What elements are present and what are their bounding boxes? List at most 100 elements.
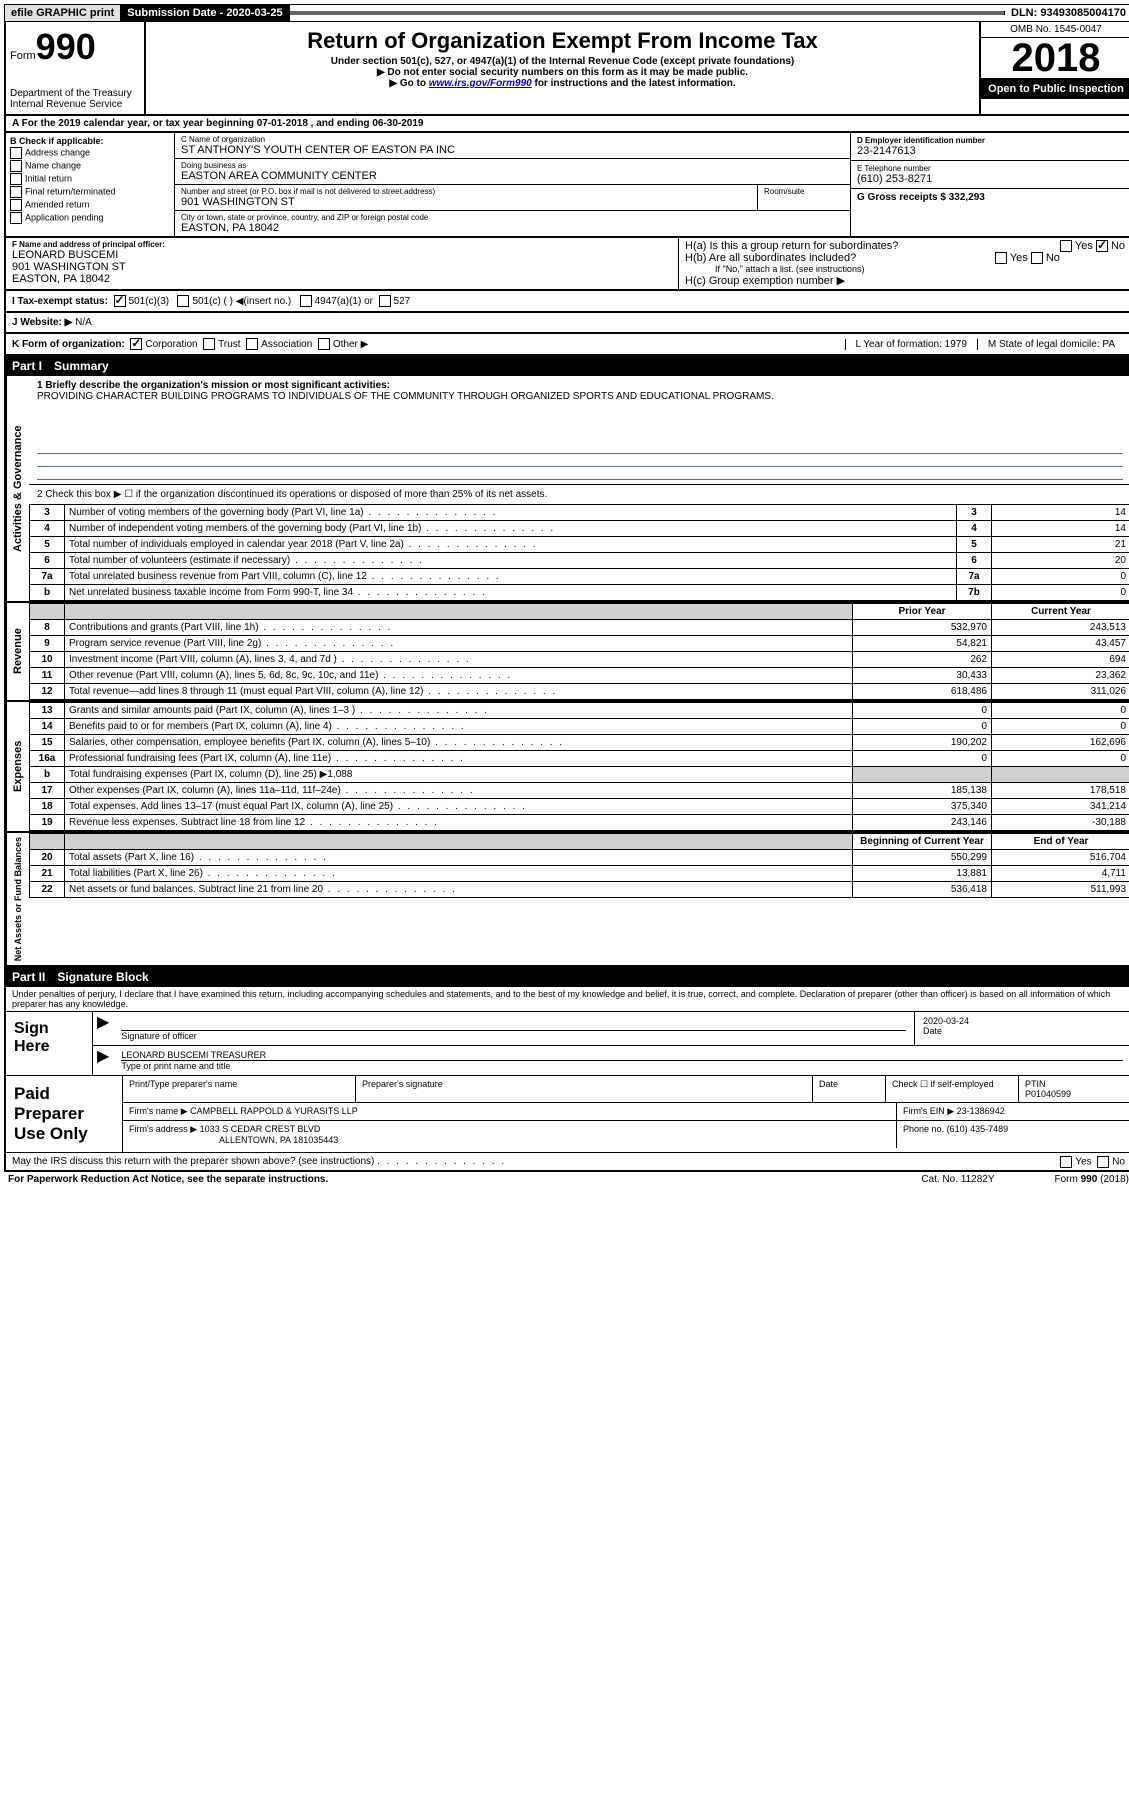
website-label: J Website: ▶ xyxy=(12,317,72,328)
dba-name: EASTON AREA COMMUNITY CENTER xyxy=(181,170,844,182)
part1-num: Part I xyxy=(12,359,42,373)
opt-other: Other ▶ xyxy=(333,339,368,350)
check-other[interactable] xyxy=(318,338,330,350)
revenue-section: Revenue Prior Year Current Year 8Contrib… xyxy=(4,603,1129,702)
open-public: Open to Public Inspection xyxy=(981,78,1129,99)
revenue-table: Prior Year Current Year 8Contributions a… xyxy=(29,603,1129,700)
check-trust[interactable] xyxy=(203,338,215,350)
h-b: H(b) Are all subordinates included? Yes … xyxy=(685,252,1125,264)
line-2: 2 Check this box ▶ ☐ if the organization… xyxy=(29,485,1129,504)
table-row: 20Total assets (Part X, line 16)550,2995… xyxy=(30,850,1129,866)
check-527[interactable] xyxy=(379,295,391,307)
table-row: 12Total revenue—add lines 8 through 11 (… xyxy=(30,684,1129,700)
status-label: I Tax-exempt status: xyxy=(12,296,108,307)
signer-name: LEONARD BUSCEMI TREASURER xyxy=(121,1050,1123,1061)
goto-pre: ▶ Go to xyxy=(389,78,428,89)
check-amended[interactable]: Amended return xyxy=(10,199,170,211)
officer-name: LEONARD BUSCEMI xyxy=(12,249,672,261)
ein-label: D Employer identification number xyxy=(857,136,1125,145)
opt-527: 527 xyxy=(394,296,411,307)
sig-date: 2020-03-24 xyxy=(923,1016,1123,1026)
part2-num: Part II xyxy=(12,970,45,984)
firm-label: Firm's name ▶ xyxy=(129,1106,188,1116)
ptin-val: P01040599 xyxy=(1025,1089,1125,1099)
exp-row-b: b Total fundraising expenses (Part IX, c… xyxy=(30,767,1129,783)
current-year-hdr: Current Year xyxy=(992,604,1129,620)
discuss-yes[interactable] xyxy=(1060,1156,1072,1168)
firm-ein: 23-1386942 xyxy=(957,1106,1005,1116)
goto-post: for instructions and the latest informat… xyxy=(532,78,736,89)
table-row: 14Benefits paid to or for members (Part … xyxy=(30,719,1129,735)
check-501c[interactable] xyxy=(177,295,189,307)
org-name: ST ANTHONY'S YOUTH CENTER OF EASTON PA I… xyxy=(181,144,844,156)
check-assoc[interactable] xyxy=(246,338,258,350)
discuss-no[interactable] xyxy=(1097,1156,1109,1168)
box-h: H(a) Is this a group return for subordin… xyxy=(679,238,1129,289)
check-corp[interactable] xyxy=(130,338,142,350)
check-pending[interactable]: Application pending xyxy=(10,212,170,224)
date-label: Date xyxy=(923,1026,942,1036)
side-revenue: Revenue xyxy=(6,603,29,700)
table-row: 22Net assets or fund balances. Subtract … xyxy=(30,882,1129,898)
paid-preparer-row: Paid Preparer Use Only Print/Type prepar… xyxy=(6,1075,1129,1152)
discuss-text: May the IRS discuss this return with the… xyxy=(12,1156,374,1167)
box-l: L Year of formation: 1979 xyxy=(845,339,977,350)
officer-city: EASTON, PA 18042 xyxy=(12,273,672,285)
status-row: I Tax-exempt status: 501(c)(3) 501(c) ( … xyxy=(4,291,1129,313)
expenses-section: Expenses 13Grants and similar amounts pa… xyxy=(4,702,1129,833)
table-row: 6Total number of volunteers (estimate if… xyxy=(30,553,1129,569)
firm-name: CAMPBELL RAPPOLD & YURASITS LLP xyxy=(190,1106,358,1116)
korg-label: K Form of organization: xyxy=(12,339,125,350)
firm-addr2: ALLENTOWN, PA 181035443 xyxy=(129,1135,890,1145)
self-emp: Check ☐ if self-employed xyxy=(886,1076,1019,1102)
top-bar: efile GRAPHIC print Submission Date - 20… xyxy=(4,4,1129,22)
suite-label: Room/suite xyxy=(764,187,844,196)
part2-title: Signature Block xyxy=(57,970,148,984)
discuss-row: May the IRS discuss this return with the… xyxy=(6,1152,1129,1170)
check-initial[interactable]: Initial return xyxy=(10,173,170,185)
phone-label: E Telephone number xyxy=(857,164,1125,173)
end-year-hdr: End of Year xyxy=(992,834,1129,850)
table-row: 15Salaries, other compensation, employee… xyxy=(30,735,1129,751)
table-row: bNet unrelated business taxable income f… xyxy=(30,585,1129,601)
subtitle-1: Under section 501(c), 527, or 4947(a)(1)… xyxy=(150,56,975,67)
sign-row: Sign Here ▶ Signature of officer 2020-03… xyxy=(6,1012,1129,1075)
rule-1 xyxy=(37,441,1123,454)
prep-name-hdr: Print/Type preparer's name xyxy=(123,1076,356,1102)
net-header: Beginning of Current Year End of Year xyxy=(30,834,1129,850)
h-c: H(c) Group exemption number ▶ xyxy=(685,274,1125,287)
expenses-table: 13Grants and similar amounts paid (Part … xyxy=(29,702,1129,831)
footer-mid: Cat. No. 11282Y xyxy=(921,1174,994,1185)
rule-2 xyxy=(37,454,1123,467)
name-type-label: Type or print name and title xyxy=(121,1061,230,1071)
part1-header: Part I Summary xyxy=(4,356,1129,376)
check-4947[interactable] xyxy=(300,295,312,307)
addr-label: Number and street (or P.O. box if mail i… xyxy=(181,187,751,196)
check-name[interactable]: Name change xyxy=(10,160,170,172)
period-row: A For the 2019 calendar year, or tax yea… xyxy=(4,116,1129,133)
efile-button[interactable]: efile GRAPHIC print xyxy=(5,5,121,21)
website-val: N/A xyxy=(75,317,92,328)
side-net: Net Assets or Fund Balances xyxy=(6,833,29,965)
beg-year-hdr: Beginning of Current Year xyxy=(853,834,992,850)
dln: DLN: 93493085004170 xyxy=(1005,5,1129,21)
opt-501c3: 501(c)(3) xyxy=(129,296,170,307)
irs-link[interactable]: www.irs.gov/Form990 xyxy=(429,78,532,89)
officer-label: F Name and address of principal officer: xyxy=(12,240,672,249)
footer: For Paperwork Reduction Act Notice, see … xyxy=(4,1172,1129,1187)
opt-trust: Trust xyxy=(218,339,240,350)
check-501c3[interactable] xyxy=(114,295,126,307)
table-row: 8Contributions and grants (Part VIII, li… xyxy=(30,620,1129,636)
side-expenses: Expenses xyxy=(6,702,29,831)
check-final[interactable]: Final return/terminated xyxy=(10,186,170,198)
submission-date: Submission Date - 2020-03-25 xyxy=(121,5,289,21)
korg-row: K Form of organization: Corporation Trus… xyxy=(4,334,1129,356)
rev-header: Prior Year Current Year xyxy=(30,604,1129,620)
table-row: 10Investment income (Part VIII, column (… xyxy=(30,652,1129,668)
header: Form990 Department of the Treasury Inter… xyxy=(4,22,1129,116)
phone-val: (610) 253-8271 xyxy=(857,173,1125,185)
check-address[interactable]: Address change xyxy=(10,147,170,159)
box-f: F Name and address of principal officer:… xyxy=(6,238,679,289)
sign-arrow-1: ▶ xyxy=(93,1012,113,1045)
table-row: 3Number of voting members of the governi… xyxy=(30,505,1129,521)
